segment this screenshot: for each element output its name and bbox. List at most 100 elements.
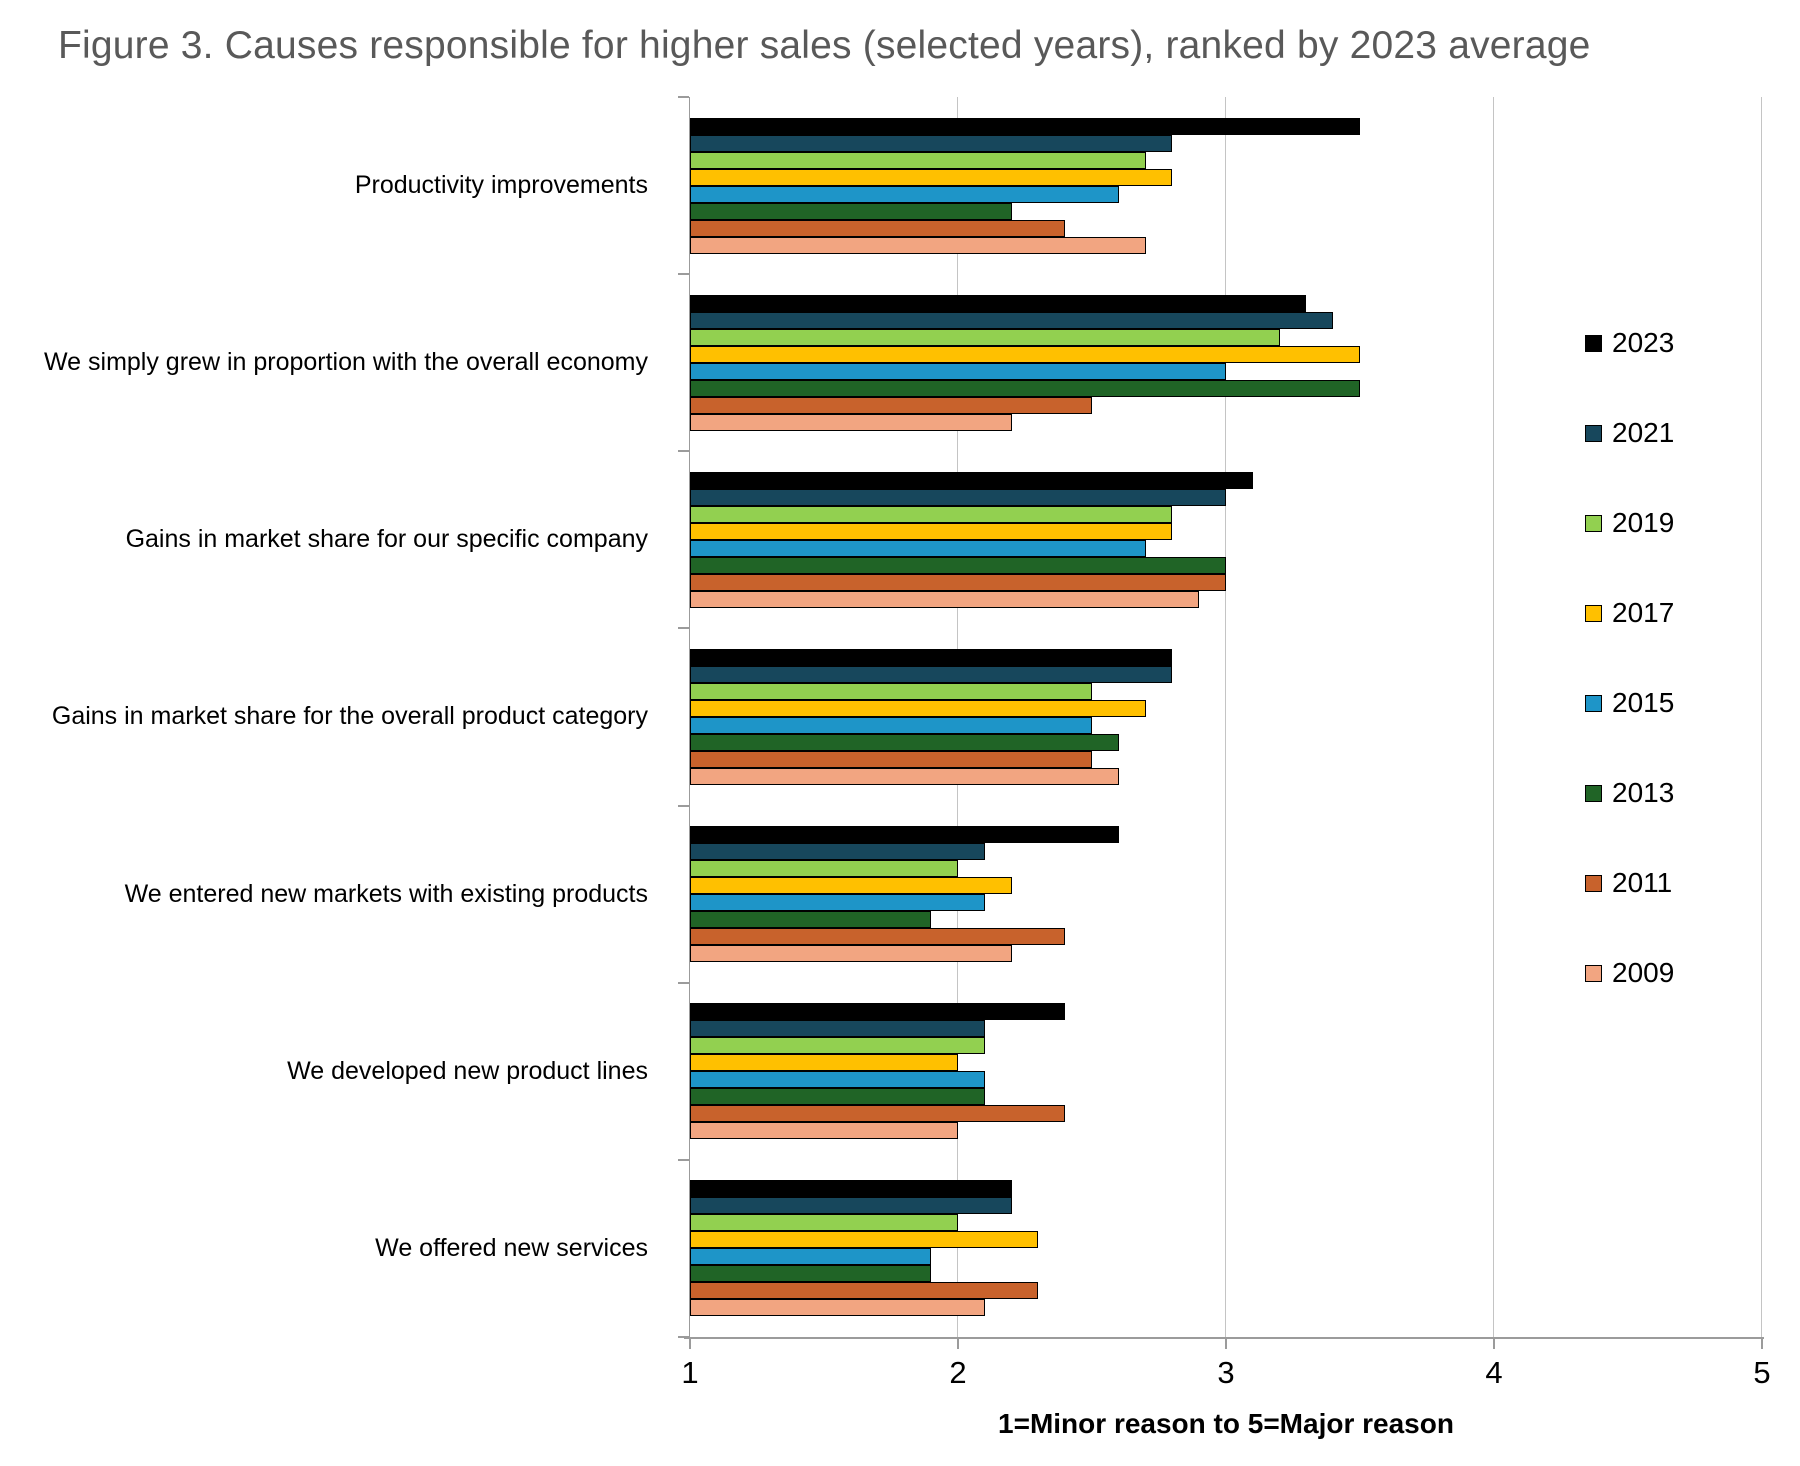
gridline-5 bbox=[1761, 97, 1762, 1337]
bar-2015 bbox=[690, 1248, 932, 1266]
bar-2021 bbox=[690, 311, 1334, 329]
legend-item-2021: 2021 bbox=[1585, 388, 1674, 478]
value-axis-tick bbox=[957, 1339, 959, 1349]
legend-label: 2015 bbox=[1612, 687, 1675, 718]
bar-2009 bbox=[690, 945, 1012, 963]
value-axis-tick bbox=[1225, 1339, 1227, 1349]
category-axis-labels: Productivity improvements We simply grew … bbox=[0, 97, 668, 1337]
value-axis-title: 1=Minor reason to 5=Major reason bbox=[998, 1408, 1454, 1439]
bar-2023 bbox=[690, 648, 1173, 666]
bar-2013 bbox=[690, 1088, 985, 1106]
bar-group bbox=[690, 451, 1762, 628]
bar-2009 bbox=[690, 590, 1200, 608]
bar-2015 bbox=[690, 716, 1092, 734]
value-axis-tick bbox=[1761, 1339, 1763, 1349]
bar-group bbox=[690, 983, 1762, 1160]
legend-swatch-2011 bbox=[1585, 874, 1602, 892]
bar-2023 bbox=[690, 471, 1253, 489]
bar-2009 bbox=[690, 236, 1146, 254]
category-label: We simply grew in proportion with the ov… bbox=[44, 348, 648, 377]
bar-2017 bbox=[690, 168, 1173, 186]
legend: 2023 2021 2019 2017 2015 2013 2011 2009 bbox=[1585, 298, 1674, 1018]
legend-label: 2023 bbox=[1612, 327, 1675, 358]
bar-2011 bbox=[690, 396, 1092, 414]
bar-2019 bbox=[690, 151, 1146, 169]
bar-2011 bbox=[690, 1105, 1066, 1123]
category-axis-tick bbox=[678, 627, 689, 630]
category-axis-line bbox=[689, 97, 690, 1338]
bar-2013 bbox=[690, 1265, 932, 1283]
legend-swatch-2019 bbox=[1585, 514, 1602, 532]
value-axis-tick-label: 4 bbox=[1485, 1355, 1503, 1390]
bar-2013 bbox=[690, 911, 932, 929]
legend-label: 2009 bbox=[1612, 957, 1675, 988]
bar-group bbox=[690, 806, 1762, 983]
legend-label: 2021 bbox=[1612, 417, 1675, 448]
category-axis-tick bbox=[678, 1158, 689, 1161]
category-label: Gains in market share for the overall pr… bbox=[51, 702, 648, 731]
bar-2021 bbox=[690, 134, 1173, 152]
category-axis-tick bbox=[678, 981, 689, 984]
value-axis-tick-label: 1 bbox=[681, 1355, 699, 1390]
legend-label: 2019 bbox=[1612, 507, 1675, 538]
bar-2013 bbox=[690, 202, 1012, 220]
bar-2015 bbox=[690, 1071, 985, 1089]
bar-2015 bbox=[690, 185, 1119, 203]
bar-2019 bbox=[690, 860, 958, 878]
bar-2013 bbox=[690, 379, 1360, 397]
category-label: We developed new product lines bbox=[287, 1056, 648, 1085]
legend-item-2017: 2017 bbox=[1585, 568, 1674, 658]
bar-2023 bbox=[690, 826, 1119, 844]
gridline-4 bbox=[1493, 97, 1494, 1337]
legend-swatch-2021 bbox=[1585, 424, 1602, 442]
legend-swatch-2023 bbox=[1585, 334, 1602, 352]
value-axis-tick bbox=[689, 1339, 691, 1349]
bar-2023 bbox=[690, 117, 1360, 135]
bar-2015 bbox=[690, 362, 1226, 380]
bar-2017 bbox=[690, 522, 1173, 540]
legend-item-2023: 2023 bbox=[1585, 298, 1674, 388]
bar-2017 bbox=[690, 699, 1146, 717]
legend-label: 2017 bbox=[1612, 597, 1675, 628]
value-axis-tick-label: 5 bbox=[1753, 1355, 1771, 1390]
bar-2017 bbox=[690, 877, 1012, 895]
category-axis-tick bbox=[678, 1336, 689, 1338]
bar-2017 bbox=[690, 1054, 958, 1072]
bar-2023 bbox=[690, 1180, 1012, 1198]
bar-group bbox=[690, 97, 1762, 274]
category-label: We entered new markets with existing pro… bbox=[124, 879, 648, 908]
bar-2015 bbox=[690, 539, 1146, 557]
bar-2011 bbox=[690, 750, 1092, 768]
legend-label: 2011 bbox=[1612, 867, 1673, 898]
bar-2019 bbox=[690, 505, 1173, 523]
legend-label: 2013 bbox=[1612, 777, 1675, 808]
bar-2021 bbox=[690, 1197, 1012, 1215]
bar-2019 bbox=[690, 1037, 985, 1055]
bar-2011 bbox=[690, 219, 1066, 237]
value-axis-tick bbox=[1493, 1339, 1495, 1349]
value-axis-tick-label: 3 bbox=[1217, 1355, 1235, 1390]
bar-2019 bbox=[690, 1214, 958, 1232]
value-axis-line bbox=[684, 1337, 1764, 1339]
legend-swatch-2009 bbox=[1585, 964, 1602, 982]
bar-2011 bbox=[690, 1282, 1039, 1300]
bar-2009 bbox=[690, 413, 1012, 431]
legend-item-2015: 2015 bbox=[1585, 658, 1674, 748]
gridline-3 bbox=[1225, 97, 1226, 1337]
bar-groups-layer bbox=[690, 97, 1762, 1337]
bar-group bbox=[690, 274, 1762, 451]
bar-group bbox=[690, 1160, 1762, 1337]
bar-2019 bbox=[690, 328, 1280, 346]
legend-swatch-2013 bbox=[1585, 784, 1602, 802]
bar-2009 bbox=[690, 1299, 985, 1317]
legend-item-2019: 2019 bbox=[1585, 478, 1674, 568]
category-axis-tick bbox=[678, 96, 689, 98]
plot-area bbox=[690, 97, 1762, 1337]
category-axis-tick bbox=[678, 804, 689, 807]
category-label: We offered new services bbox=[375, 1233, 648, 1262]
bar-2013 bbox=[690, 733, 1119, 751]
bar-2015 bbox=[690, 894, 985, 912]
bar-2019 bbox=[690, 682, 1092, 700]
bar-2021 bbox=[690, 665, 1173, 683]
